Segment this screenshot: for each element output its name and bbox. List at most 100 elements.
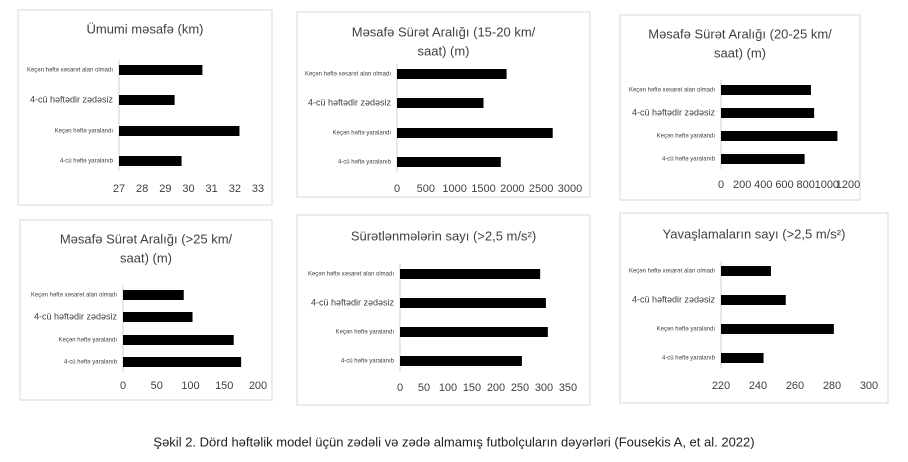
bar	[721, 266, 771, 276]
x-tick-label: 0	[394, 183, 400, 195]
x-tick-label: 350	[559, 382, 577, 394]
category-label: Keçən həftə xəsarət alan olmadı	[27, 68, 113, 74]
bar	[721, 131, 838, 141]
chart-title: Məsafə Sürət Aralığı (15-20 km/	[352, 24, 536, 39]
chart-title: saat) (m)	[418, 43, 470, 58]
category-label: 4-cü həftədir zədəsiz	[632, 294, 716, 304]
category-label: Keçən həftə xəsarət alan olmadı	[31, 293, 117, 299]
category-label: Keçən həftə xəsarət alan olmadı	[308, 272, 394, 278]
x-tick-label: 3000	[558, 183, 582, 195]
x-tick-label: 400	[754, 179, 772, 191]
category-label: Keçən həftə yaralandı	[59, 338, 118, 344]
bar	[119, 126, 240, 136]
bar	[400, 298, 546, 308]
panel-frame	[619, 212, 889, 404]
panel-frame	[296, 214, 591, 406]
category-label: 4-cü həftədir zədəsiz	[34, 311, 118, 321]
panel-frame	[296, 11, 591, 198]
bar	[123, 357, 242, 367]
bar	[397, 128, 553, 138]
bar	[721, 108, 815, 118]
bar	[123, 312, 193, 322]
panel-frame	[17, 9, 273, 206]
x-tick-label: 1000	[442, 183, 466, 195]
x-tick-label: 280	[823, 380, 841, 392]
chart-title: saat) (m)	[714, 45, 766, 60]
x-tick-label: 27	[113, 183, 125, 195]
x-tick-label: 2500	[529, 183, 553, 195]
x-tick-label: 31	[206, 183, 218, 195]
x-tick-label: 28	[136, 183, 148, 195]
bar	[123, 290, 184, 300]
bar	[119, 95, 175, 105]
bar	[397, 98, 484, 108]
x-tick-label: 260	[786, 380, 804, 392]
x-tick-label: 250	[511, 382, 529, 394]
bar	[400, 269, 541, 279]
chart-title: Məsafə Sürət Aralığı (>25 km/	[60, 231, 233, 246]
x-tick-label: 0	[718, 179, 724, 191]
category-label: Keçən həftə xəsarət alan olmadı	[305, 72, 391, 78]
x-tick-label: 1000	[815, 179, 839, 191]
bar	[397, 157, 501, 167]
x-tick-label: 29	[159, 183, 171, 195]
bar	[721, 295, 786, 305]
x-tick-label: 0	[397, 382, 403, 394]
category-label: 4-cü həftə yaralanıb	[341, 359, 395, 365]
x-tick-label: 1500	[471, 183, 495, 195]
category-label: Keçən həftə yaralandı	[657, 134, 716, 140]
category-label: 4-cü həftə yaralanıb	[64, 360, 118, 366]
bar	[123, 335, 234, 345]
x-tick-label: 50	[151, 380, 163, 392]
bar	[397, 69, 507, 79]
category-label: Keçən həftə xəsarət alan olmadı	[629, 269, 715, 275]
caption: Şəkil 2. Dörd həftəlik model üçün zədəli…	[153, 434, 754, 449]
x-tick-label: 0	[120, 380, 126, 392]
x-tick-label: 150	[215, 380, 233, 392]
chart-title: Ümumi məsafə (km)	[86, 21, 203, 36]
x-tick-label: 150	[463, 382, 481, 394]
x-tick-label: 1200	[836, 179, 860, 191]
x-tick-label: 800	[796, 179, 814, 191]
category-label: 4-cü həftədir zədəsiz	[311, 297, 395, 307]
x-tick-label: 30	[182, 183, 194, 195]
category-label: 4-cü həftə yaralanıb	[338, 160, 392, 166]
x-tick-label: 32	[229, 183, 241, 195]
x-tick-label: 300	[535, 382, 553, 394]
category-label: Keçən həftə yaralandı	[55, 129, 114, 135]
category-label: Keçən həftə yaralandı	[333, 131, 392, 137]
bar	[119, 156, 182, 166]
x-tick-label: 33	[252, 183, 264, 195]
bar	[400, 356, 522, 366]
bar	[721, 324, 834, 334]
x-tick-label: 220	[712, 380, 730, 392]
x-tick-label: 100	[181, 380, 199, 392]
x-tick-label: 100	[439, 382, 457, 394]
panel-frame	[19, 219, 273, 401]
category-label: 4-cü həftədir zədəsiz	[308, 97, 392, 107]
category-label: Keçən həftə yaralandı	[336, 330, 395, 336]
category-label: 4-cü həftə yaralanıb	[662, 157, 716, 163]
x-tick-label: 600	[775, 179, 793, 191]
category-label: Keçən həftə xəsarət alan olmadı	[629, 88, 715, 94]
chart-title: saat) (m)	[120, 250, 172, 265]
bar	[721, 85, 811, 95]
chart-title: Məsafə Sürət Aralığı (20-25 km/	[648, 26, 832, 41]
x-tick-label: 500	[417, 183, 435, 195]
x-tick-label: 200	[249, 380, 267, 392]
bar	[400, 327, 548, 337]
x-tick-label: 200	[487, 382, 505, 394]
bar	[721, 154, 805, 164]
x-tick-label: 2000	[500, 183, 524, 195]
bar	[721, 353, 764, 363]
category-label: 4-cü həftə yaralanıb	[60, 159, 114, 165]
panel-frame	[619, 14, 861, 201]
category-label: 4-cü həftədir zədəsiz	[632, 107, 716, 117]
bar	[119, 65, 203, 75]
category-label: 4-cü həftə yaralanıb	[662, 356, 716, 362]
x-tick-label: 50	[418, 382, 430, 394]
chart-title: Sürətlənmələrin sayı (>2,5 m/s²)	[351, 228, 536, 243]
category-label: Keçən həftə yaralandı	[657, 327, 716, 333]
x-tick-label: 300	[860, 380, 878, 392]
